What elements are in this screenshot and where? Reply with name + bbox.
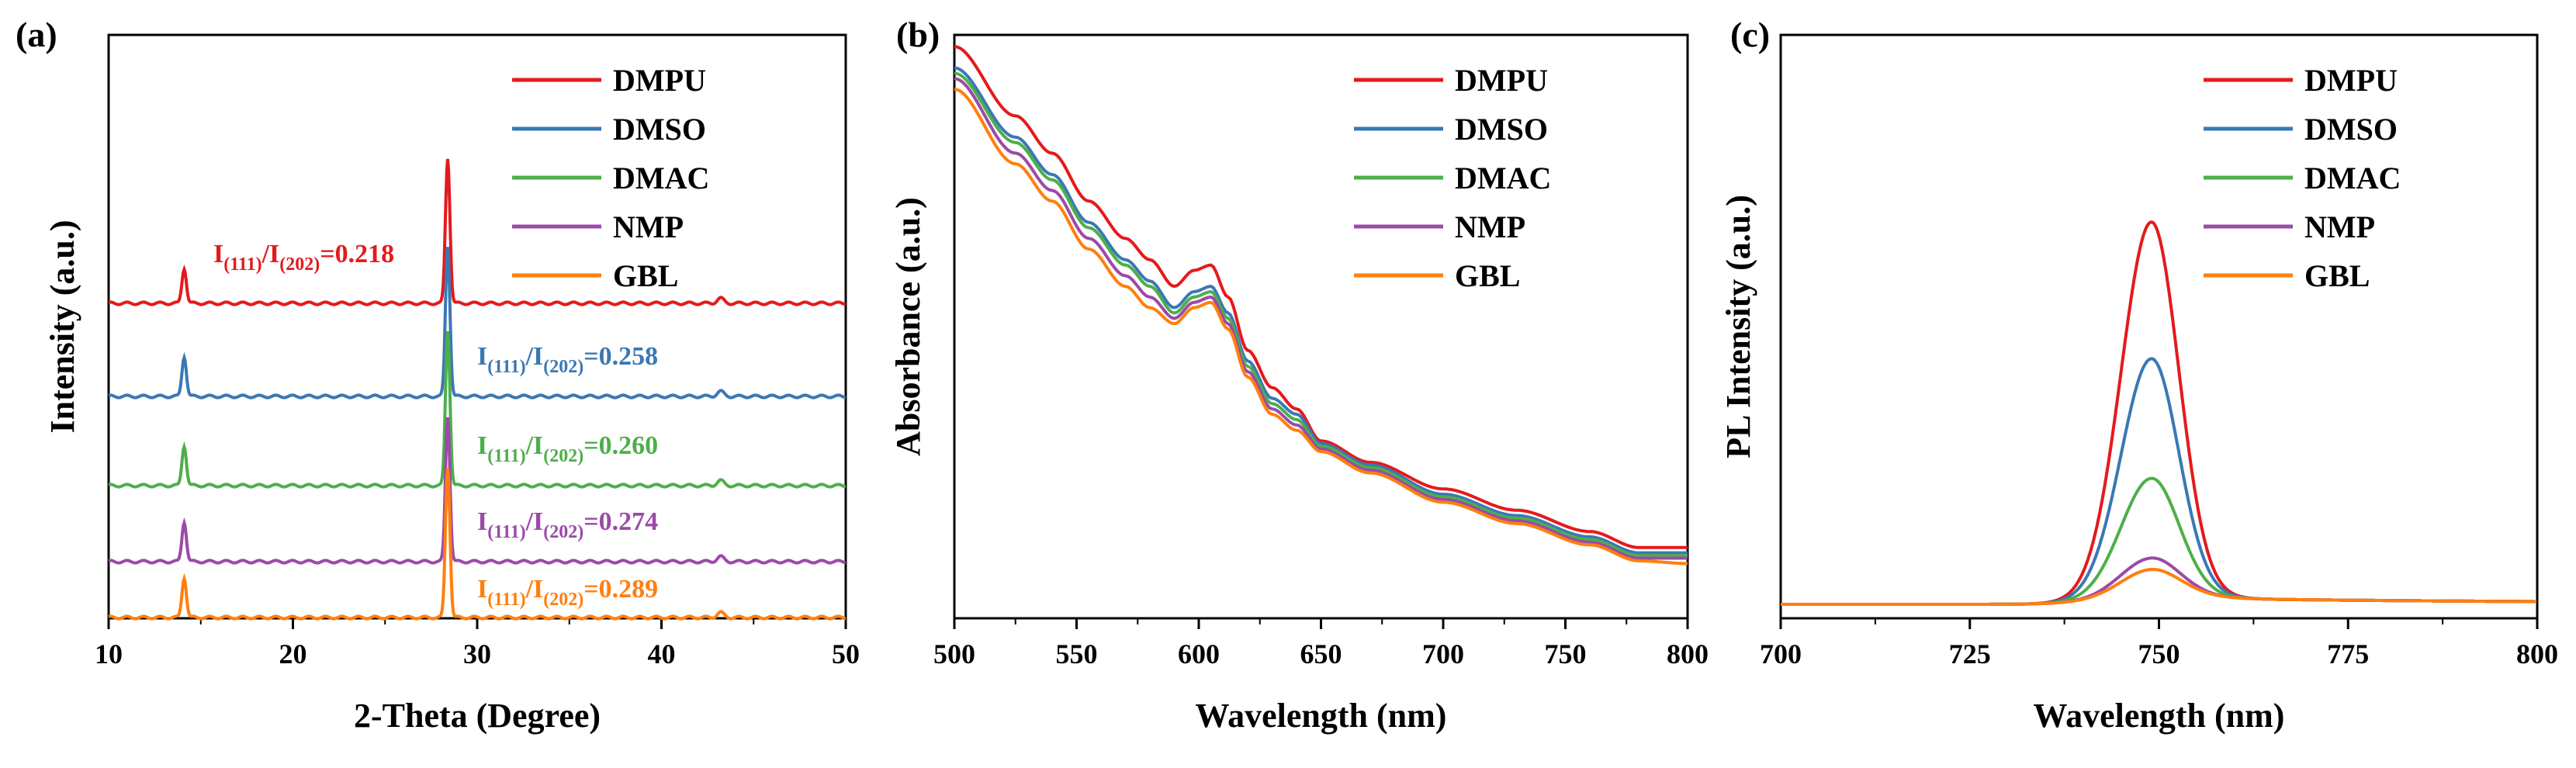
legend-label: DMSO — [2304, 112, 2398, 147]
legend: DMPU DMSO DMAC NMP GBL — [2204, 63, 2401, 293]
legend-label: DMAC — [2304, 161, 2401, 195]
x-tick-label: 500 — [933, 638, 975, 669]
annotation-part: (111) — [487, 357, 525, 377]
y-axis-title: Intensity (a.u.) — [43, 220, 81, 433]
pl-line-gbl — [1781, 568, 2536, 606]
intensity-ratio-annotation: I(111)/I(202)=0.218 — [213, 240, 394, 275]
legend-label: NMP — [2304, 209, 2375, 244]
panel-label: (a) — [16, 15, 57, 54]
annotation-part: (111) — [487, 590, 525, 610]
x-tick-label: 775 — [2327, 638, 2369, 669]
absorbance-line-nmp — [954, 77, 1688, 560]
x-tick-label: 650 — [1300, 638, 1342, 669]
x-tick-label: 750 — [2138, 638, 2180, 669]
absorbance-line-gbl — [954, 88, 1688, 566]
x-tick-label: 700 — [1422, 638, 1464, 669]
panel-a: 10 20 30 40 50 2-Theta (Degree) Intensity (a.u… — [16, 15, 860, 735]
legend-label: DMSO — [613, 112, 706, 147]
legend-label: NMP — [613, 209, 684, 244]
annotation-part: =0.260 — [583, 431, 658, 460]
annotation-part: /I — [525, 575, 544, 604]
annotation-part: I — [477, 431, 487, 460]
legend-label: DMPU — [613, 63, 706, 98]
legend-label: DMSO — [1455, 112, 1548, 147]
annotation-part: /I — [525, 342, 544, 371]
annotation-part: (202) — [543, 522, 583, 542]
legend-label: DMAC — [613, 161, 709, 195]
xrd-line-gbl — [108, 468, 847, 621]
x-tick-label: 30 — [463, 638, 491, 669]
annotation-part: (202) — [543, 590, 583, 610]
legend-label: DMAC — [1455, 161, 1551, 195]
x-tick-label: 600 — [1178, 638, 1220, 669]
x-tick-label: 40 — [648, 638, 676, 669]
annotation-part: =0.218 — [320, 240, 394, 268]
absorbance-line-dmpu — [954, 45, 1688, 549]
legend-label: GBL — [613, 258, 678, 293]
x-tick-label: 725 — [1949, 638, 1991, 669]
annotation-part: (202) — [279, 254, 320, 275]
annotation-part: I — [477, 342, 487, 371]
x-tick-label: 750 — [1545, 638, 1587, 669]
y-axis-title: PL Intensity (a.u.) — [1719, 195, 1757, 458]
annotation-part: (202) — [543, 357, 583, 377]
panel-label: (b) — [896, 15, 940, 54]
panel-c: 700 725 750 775 800 Wavelength (nm) PL Intensi… — [1719, 15, 2558, 735]
plot-frame — [1779, 33, 2539, 620]
legend-label: GBL — [2304, 258, 2370, 293]
annotation-part: (111) — [223, 254, 261, 275]
panel-label: (c) — [1730, 15, 1770, 54]
pl-line-dmac — [1781, 476, 2536, 606]
x-tick-label: 550 — [1056, 638, 1098, 669]
annotation-part: /I — [261, 240, 280, 268]
legend-label: DMPU — [1455, 63, 1548, 98]
annotation-part: =0.289 — [583, 575, 658, 604]
annotation-part: =0.274 — [583, 507, 658, 536]
panel-b: 500 550 600 650 700 750 800 Wavelength (nm) Abso… — [889, 15, 1709, 735]
annotation-part: /I — [525, 507, 544, 536]
legend-label: DMPU — [2304, 63, 2398, 98]
xrd-line-nmp — [108, 417, 847, 565]
xrd-line-dmso — [108, 247, 847, 400]
x-tick-label: 10 — [95, 638, 123, 669]
y-axis-title: Absorbance (a.u.) — [889, 197, 927, 456]
absorbance-line-dmac — [954, 71, 1688, 558]
intensity-ratio-annotation: I(111)/I(202)=0.289 — [477, 575, 658, 610]
x-axis-title: Wavelength (nm) — [1196, 697, 1447, 735]
x-tick-label: 700 — [1760, 638, 1802, 669]
x-tick-label: 50 — [832, 638, 860, 669]
x-tick-label: 800 — [1667, 638, 1709, 669]
intensity-ratio-annotation: I(111)/I(202)=0.258 — [477, 342, 658, 377]
annotation-part: I — [213, 240, 223, 268]
intensity-ratio-annotation: I(111)/I(202)=0.260 — [477, 431, 658, 466]
annotation-part: (202) — [543, 446, 583, 466]
intensity-ratio-annotation: I(111)/I(202)=0.274 — [477, 507, 658, 542]
legend: DMPU DMSO DMAC NMP GBL — [512, 63, 709, 293]
annotation-part: I — [477, 507, 487, 536]
pl-line-dmpu — [1781, 220, 2536, 606]
legend-label: GBL — [1455, 258, 1520, 293]
x-tick-label: 20 — [279, 638, 307, 669]
absorbance-line-dmso — [954, 66, 1688, 555]
annotation-part: I — [477, 575, 487, 604]
annotation-part: (111) — [487, 446, 525, 466]
x-axis-title: 2-Theta (Degree) — [354, 697, 601, 735]
annotation-part: (111) — [487, 522, 525, 542]
legend: DMPU DMSO DMAC NMP GBL — [1354, 63, 1551, 293]
xrd-line-dmpu — [108, 158, 847, 306]
xrd-line-dmac — [108, 330, 847, 489]
legend-label: NMP — [1455, 209, 1525, 244]
x-axis-title: Wavelength (nm) — [2034, 697, 2285, 735]
annotation-part: =0.258 — [583, 342, 658, 371]
annotation-part: /I — [525, 431, 544, 460]
pl-line-nmp — [1781, 556, 2536, 606]
x-tick-label: 800 — [2516, 638, 2558, 669]
